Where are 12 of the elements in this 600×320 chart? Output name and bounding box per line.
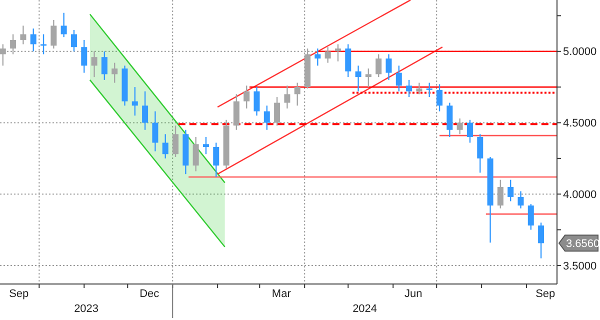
text: 3.6560 (566, 238, 600, 250)
x-tick-label: Dec (140, 288, 160, 300)
x-tick-label: Sep (9, 288, 29, 300)
y-tick-label: 5.0000 (563, 46, 597, 58)
x-tick-label: Sep (536, 288, 556, 300)
x-tick-label: Mar (272, 288, 292, 300)
x-tick-label: Jun (404, 288, 422, 300)
text: 2024 (352, 303, 378, 315)
y-tick-label: 4.0000 (563, 188, 597, 201)
y-tick-label: 4.5000 (563, 118, 597, 130)
y-tick-label: 3.5000 (563, 260, 597, 272)
text: 2023 (74, 303, 99, 315)
